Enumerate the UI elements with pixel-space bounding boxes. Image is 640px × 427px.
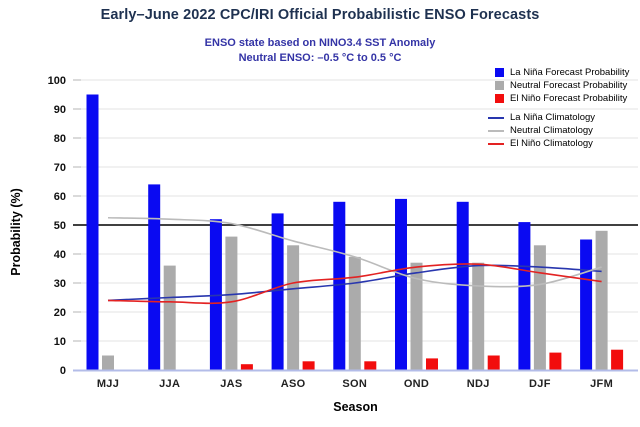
bar-neutral-son bbox=[348, 256, 361, 370]
bar-la-nina-jja bbox=[148, 184, 161, 370]
neutral-bar-swatch-icon bbox=[495, 81, 504, 90]
y-tick-label: 80 bbox=[54, 133, 66, 145]
legend-item-neutral-climatology: Neutral Climatology bbox=[488, 124, 629, 137]
y-tick-label: 20 bbox=[54, 307, 66, 319]
neutral-line-swatch-icon bbox=[488, 129, 504, 132]
bar-neutral-mjj bbox=[102, 355, 114, 370]
bar-neutral-ond bbox=[410, 262, 423, 370]
bar-neutral-jja bbox=[163, 265, 176, 370]
bar-neutral-jfm bbox=[595, 230, 608, 370]
bar-el-nino-ond bbox=[426, 358, 438, 370]
bar-la-nina-ndj bbox=[456, 201, 469, 370]
legend-item-la-nina-climatology: La Niña Climatology bbox=[488, 111, 629, 124]
x-tick-label: JAS bbox=[220, 378, 242, 390]
bar-neutral-jas bbox=[225, 236, 238, 370]
legend-label: La Niña Forecast Probability bbox=[510, 67, 630, 78]
legend-item-neutral-forecast: Neutral Forecast Probability bbox=[488, 79, 629, 92]
bar-la-nina-ond bbox=[395, 198, 407, 370]
el-nino-line-swatch-icon bbox=[488, 142, 504, 145]
legend-label: El Niño Climatology bbox=[510, 138, 593, 149]
y-tick-label: 60 bbox=[54, 191, 66, 203]
line-la-nina-climatology bbox=[107, 264, 602, 302]
chart-subtitle-neutral-range: Neutral ENSO: –0.5 °C to 0.5 °C bbox=[238, 52, 402, 64]
x-tick-label: MJJ bbox=[97, 378, 119, 390]
la-nina-line-swatch-icon bbox=[488, 116, 504, 119]
bar-el-nino-djf bbox=[549, 352, 562, 370]
x-tick-label: DJF bbox=[529, 378, 551, 390]
x-tick-label: NDJ bbox=[467, 378, 490, 390]
x-axis-title: Season bbox=[333, 400, 377, 414]
line-neutral-climatology bbox=[107, 216, 602, 288]
bar-la-nina-djf bbox=[518, 222, 531, 370]
x-tick-label: OND bbox=[404, 378, 429, 390]
legend-label: Neutral Climatology bbox=[510, 125, 593, 136]
chart-title: Early–June 2022 CPC/IRI Official Probabi… bbox=[100, 7, 540, 23]
y-tick-label: 90 bbox=[54, 104, 66, 116]
bar-el-nino-jas bbox=[240, 364, 253, 370]
legend-item-el-nino-climatology: El Niño Climatology bbox=[488, 137, 629, 150]
legend-item-la-nina-forecast: La Niña Forecast Probability bbox=[488, 66, 629, 79]
la-nina-bar-swatch-icon bbox=[495, 68, 504, 77]
y-tick-label: 40 bbox=[54, 249, 66, 261]
bar-el-nino-aso bbox=[302, 361, 315, 370]
x-tick-label: JFM bbox=[590, 378, 613, 390]
bar-la-nina-mjj bbox=[86, 94, 99, 370]
y-axis-title: Probability (%) bbox=[9, 188, 23, 276]
bar-la-nina-aso bbox=[271, 213, 284, 370]
legend-item-el-nino-forecast: El Niño Forecast Probability bbox=[488, 92, 629, 105]
bar-neutral-djf bbox=[533, 245, 546, 370]
chart-subtitle-basis: ENSO state based on NINO3.4 SST Anomaly bbox=[204, 37, 436, 49]
bar-la-nina-son bbox=[333, 201, 346, 370]
y-tick-label: 30 bbox=[54, 278, 66, 290]
x-tick-label: JJA bbox=[159, 378, 180, 390]
legend-label: Neutral Forecast Probability bbox=[510, 80, 628, 91]
bar-la-nina-jas bbox=[209, 219, 222, 370]
bar-la-nina-jfm bbox=[580, 239, 593, 370]
x-tick-label: SON bbox=[342, 378, 367, 390]
y-tick-label: 0 bbox=[60, 365, 66, 377]
bar-el-nino-jfm bbox=[611, 349, 624, 370]
y-tick-label: 50 bbox=[54, 220, 66, 232]
y-tick-label: 70 bbox=[54, 162, 66, 174]
bar-neutral-aso bbox=[287, 245, 300, 370]
y-tick-label: 100 bbox=[48, 75, 66, 87]
legend-label: La Niña Climatology bbox=[510, 112, 596, 123]
bar-el-nino-son bbox=[364, 361, 377, 370]
line-el-nino-climatology bbox=[107, 263, 602, 305]
bar-neutral-ndj bbox=[472, 262, 485, 370]
legend: La Niña Forecast Probability Neutral For… bbox=[488, 66, 629, 150]
el-nino-bar-swatch-icon bbox=[495, 94, 504, 103]
y-tick-label: 10 bbox=[54, 336, 66, 348]
legend-label: El Niño Forecast Probability bbox=[510, 93, 628, 104]
bar-el-nino-ndj bbox=[487, 355, 500, 370]
x-tick-label: ASO bbox=[281, 378, 306, 390]
